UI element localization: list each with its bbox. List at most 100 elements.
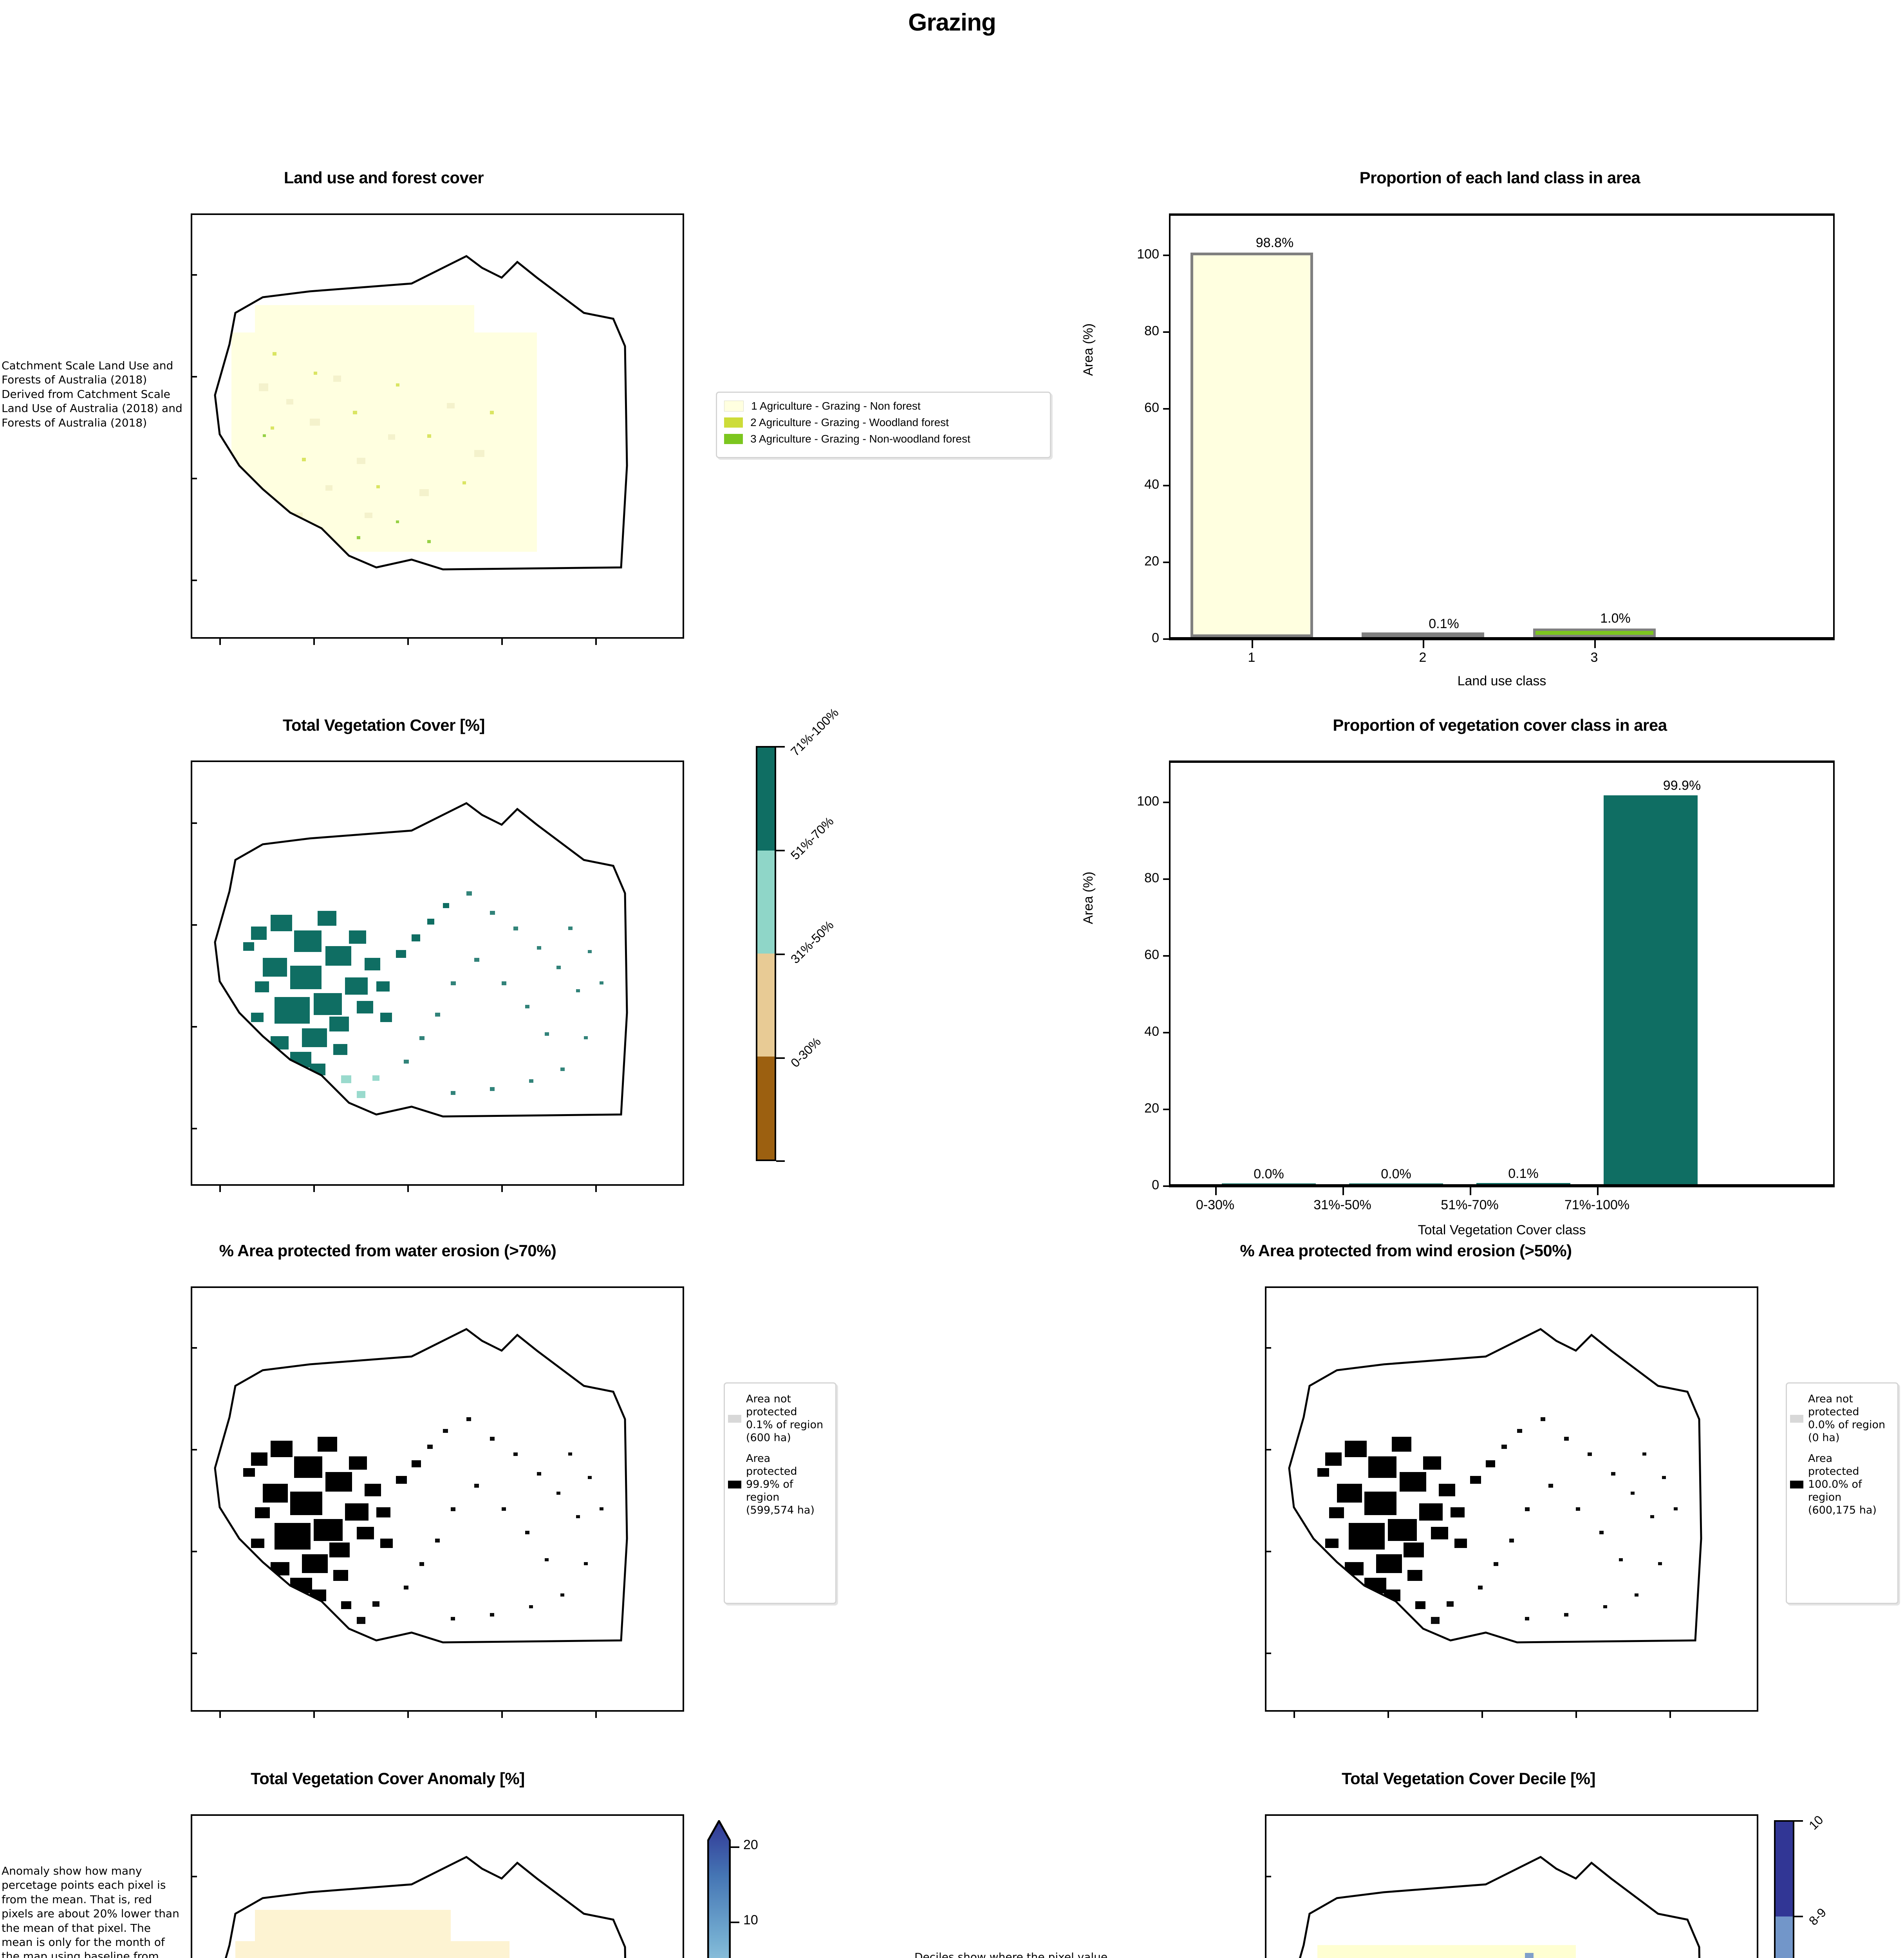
ytick-40: 40	[1144, 477, 1159, 492]
veg-cover-map-title: Total Vegetation Cover [%]	[283, 716, 485, 734]
legend-item-label: 3 Agriculture - Grazing - Non-woodland f…	[750, 433, 970, 445]
bar-71-100[interactable]	[1604, 795, 1698, 1184]
bar-2[interactable]	[1362, 632, 1484, 637]
chart-frame	[1169, 213, 1835, 640]
legend-item[interactable]: 3 Agriculture - Grazing - Non-woodland f…	[724, 433, 1050, 445]
xtick-0-30: 0-30%	[1196, 1198, 1235, 1212]
colorbar-segment-8-9	[1776, 1916, 1793, 1958]
ytick-80: 80	[1144, 323, 1159, 338]
water-erosion-map[interactable]	[191, 1286, 684, 1712]
colorbar-segment-51-70	[757, 851, 775, 954]
ytick-60: 60	[1144, 947, 1159, 962]
anomaly-description-note: Anomaly show how many percetage points e…	[2, 1864, 179, 1958]
bar-71-100-value-label: 99.9%	[1663, 778, 1701, 793]
legend-item[interactable]: 1 Agriculture - Grazing - Non forest	[724, 400, 1050, 412]
xtick-71-100: 71%-100%	[1564, 1198, 1630, 1212]
ytick-20: 20	[1144, 1101, 1159, 1116]
veg-cover-map-canvas	[214, 802, 628, 1118]
anomaly-map-title: Total Vegetation Cover Anomaly [%]	[251, 1769, 525, 1788]
bar-3-value-label: 1.0%	[1600, 611, 1631, 626]
colorbar-label-31-50: 31%-50%	[788, 918, 836, 966]
bar-31-50-value-label: 0.0%	[1381, 1167, 1411, 1181]
legend-item-not-protected[interactable]: Area not protected 0.1% of region (600 h…	[728, 1393, 835, 1445]
anomaly-colorbar[interactable]	[707, 1820, 731, 1958]
legend-item-protected[interactable]: Area protected 99.9% of region (599,574 …	[728, 1452, 835, 1517]
xtick-3: 3	[1590, 650, 1598, 665]
legend-label-not-protected: Area not protected 0.1% of region (600 h…	[746, 1393, 824, 1444]
bar-group: 98.8% 0.1% 1.0%	[1169, 213, 1835, 640]
bar-3[interactable]	[1533, 629, 1656, 637]
decile-label-10: 10	[1806, 1812, 1826, 1833]
bar-51-70[interactable]	[1476, 1183, 1570, 1184]
bar-0-30-value-label: 0.0%	[1254, 1167, 1284, 1181]
anomaly-map[interactable]	[191, 1814, 684, 1958]
bar-1[interactable]	[1190, 253, 1313, 637]
land-use-map-title: Land use and forest cover	[284, 168, 484, 187]
legend-swatch-not-protected	[728, 1414, 741, 1423]
legend-swatch-protected	[728, 1481, 741, 1489]
vegclass-chart-ylabel: Area (%)	[1081, 871, 1096, 924]
ytick-100: 100	[1137, 247, 1159, 262]
landclass-chart[interactable]: 98.8% 0.1% 1.0%	[1169, 213, 1835, 640]
decile-description-note: Deciles show where the pixel value lies …	[914, 1951, 1108, 1958]
decile-map[interactable]	[1265, 1814, 1758, 1958]
water-erosion-legend[interactable]: Area not protected 0.1% of region (600 h…	[724, 1382, 836, 1604]
colorbar-segment-10	[1776, 1822, 1793, 1916]
ytick-80: 80	[1144, 871, 1159, 885]
page-title: Grazing	[908, 9, 996, 36]
legend-item[interactable]: 2 Agriculture - Grazing - Woodland fores…	[724, 416, 1050, 429]
land-use-source-note: Catchment Scale Land Use and Forests of …	[2, 359, 182, 429]
bar-51-70-value-label: 0.1%	[1508, 1166, 1539, 1181]
xtick-51-70: 51%-70%	[1441, 1198, 1499, 1212]
legend-swatch	[724, 417, 743, 428]
legend-swatch	[724, 401, 744, 412]
legend-item-protected[interactable]: Area protected 100.0% of region (600,175…	[1790, 1452, 1897, 1517]
decile-map-title: Total Vegetation Cover Decile [%]	[1342, 1769, 1595, 1788]
wind-erosion-map-canvas	[1288, 1328, 1702, 1644]
bar-1-value-label: 98.8%	[1255, 235, 1294, 250]
anomaly-map-canvas	[215, 1856, 627, 1958]
landclass-chart-xlabel: Land use class	[1457, 674, 1546, 688]
anomaly-tick-10: 10	[743, 1913, 758, 1927]
bar-0-30[interactable]	[1222, 1183, 1316, 1184]
ytick-60: 60	[1144, 400, 1159, 415]
bar-group: 0.0% 0.0% 0.1% 99.9%	[1169, 760, 1835, 1187]
colorbar-segment-0-30	[757, 1057, 775, 1160]
anomaly-tick-20: 20	[743, 1837, 758, 1852]
decile-colorbar[interactable]	[1774, 1820, 1794, 1958]
colorbar-segment-71-100	[757, 748, 775, 851]
wind-erosion-legend[interactable]: Area not protected 0.0% of region (0 ha)…	[1786, 1382, 1899, 1604]
legend-item-label: 1 Agriculture - Grazing - Non forest	[751, 400, 921, 412]
legend-item-not-protected[interactable]: Area not protected 0.0% of region (0 ha)	[1790, 1393, 1897, 1445]
colorbar-segment-31-50	[757, 954, 775, 1057]
xtick-31-50: 31%-50%	[1313, 1198, 1371, 1212]
ytick-100: 100	[1137, 794, 1159, 809]
veg-cover-map[interactable]	[191, 760, 684, 1186]
legend-label-protected: Area protected 99.9% of region (599,574 …	[746, 1452, 815, 1516]
legend-swatch-protected	[1790, 1481, 1803, 1489]
decile-map-canvas	[1289, 1856, 1701, 1958]
landclass-chart-ylabel: Area (%)	[1081, 323, 1096, 376]
wind-erosion-map-title: % Area protected from wind erosion (>50%…	[1240, 1241, 1572, 1260]
anomaly-colorbar-svg	[707, 1820, 731, 1958]
legend-item-label: 2 Agriculture - Grazing - Woodland fores…	[750, 416, 949, 428]
bar-31-50[interactable]	[1349, 1183, 1443, 1184]
ytick-40: 40	[1144, 1024, 1159, 1039]
vegclass-chart-xlabel: Total Vegetation Cover class	[1418, 1223, 1586, 1237]
ytick-0: 0	[1152, 630, 1159, 645]
land-use-map[interactable]	[191, 213, 684, 639]
landclass-chart-title: Proportion of each land class in area	[1359, 168, 1640, 187]
water-erosion-map-canvas	[214, 1328, 628, 1644]
wind-erosion-map[interactable]	[1265, 1286, 1758, 1712]
vegclass-chart[interactable]: 0.0% 0.0% 0.1% 99.9%	[1169, 760, 1835, 1187]
legend-swatch-not-protected	[1790, 1414, 1803, 1423]
xtick-2: 2	[1419, 650, 1427, 665]
legend-label-not-protected: Area not protected 0.0% of region (0 ha)	[1808, 1393, 1886, 1444]
legend-swatch	[724, 434, 743, 444]
colorbar-label-0-30: 0-30%	[788, 1034, 824, 1070]
xtick-1: 1	[1248, 650, 1255, 665]
ytick-20: 20	[1144, 554, 1159, 569]
land-use-legend[interactable]: 1 Agriculture - Grazing - Non forest 2 A…	[716, 392, 1051, 458]
colorbar-label-51-70: 51%-70%	[788, 814, 836, 863]
veg-cover-colorbar[interactable]	[756, 746, 776, 1161]
